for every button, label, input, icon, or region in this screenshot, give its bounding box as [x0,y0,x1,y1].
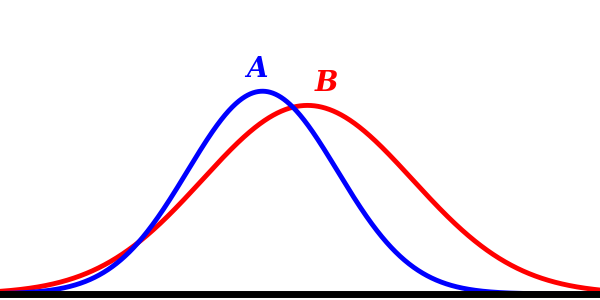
Text: B: B [314,70,338,97]
Text: A: A [246,56,268,83]
